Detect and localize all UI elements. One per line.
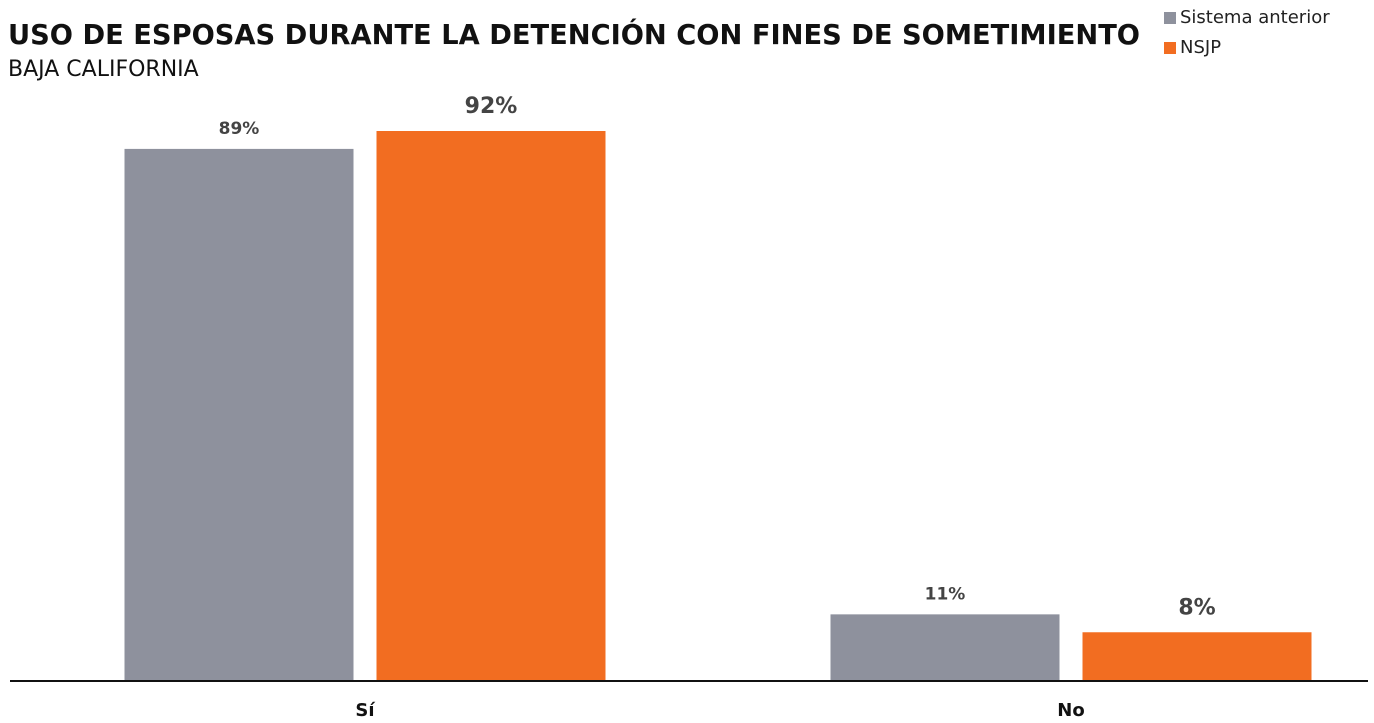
bar — [124, 148, 354, 681]
value-label: 89% — [219, 119, 260, 139]
legend-swatch — [1164, 42, 1176, 54]
legend-swatch — [1164, 12, 1176, 24]
chart-title: USO DE ESPOSAS DURANTE LA DETENCIÓN CON … — [8, 17, 1140, 51]
legend-label: Sistema anterior — [1180, 7, 1330, 28]
value-label: 92% — [465, 94, 518, 119]
bar — [1082, 632, 1312, 680]
x-tick-label: No — [1057, 700, 1084, 721]
value-label: 11% — [925, 584, 966, 604]
chart-subtitle: BAJA CALIFORNIA — [8, 57, 199, 82]
legend-label: NSJP — [1180, 37, 1221, 58]
value-label: 8% — [1178, 595, 1215, 620]
x-tick-label: Sí — [355, 700, 375, 721]
bar — [376, 131, 606, 680]
bar — [830, 614, 1060, 680]
